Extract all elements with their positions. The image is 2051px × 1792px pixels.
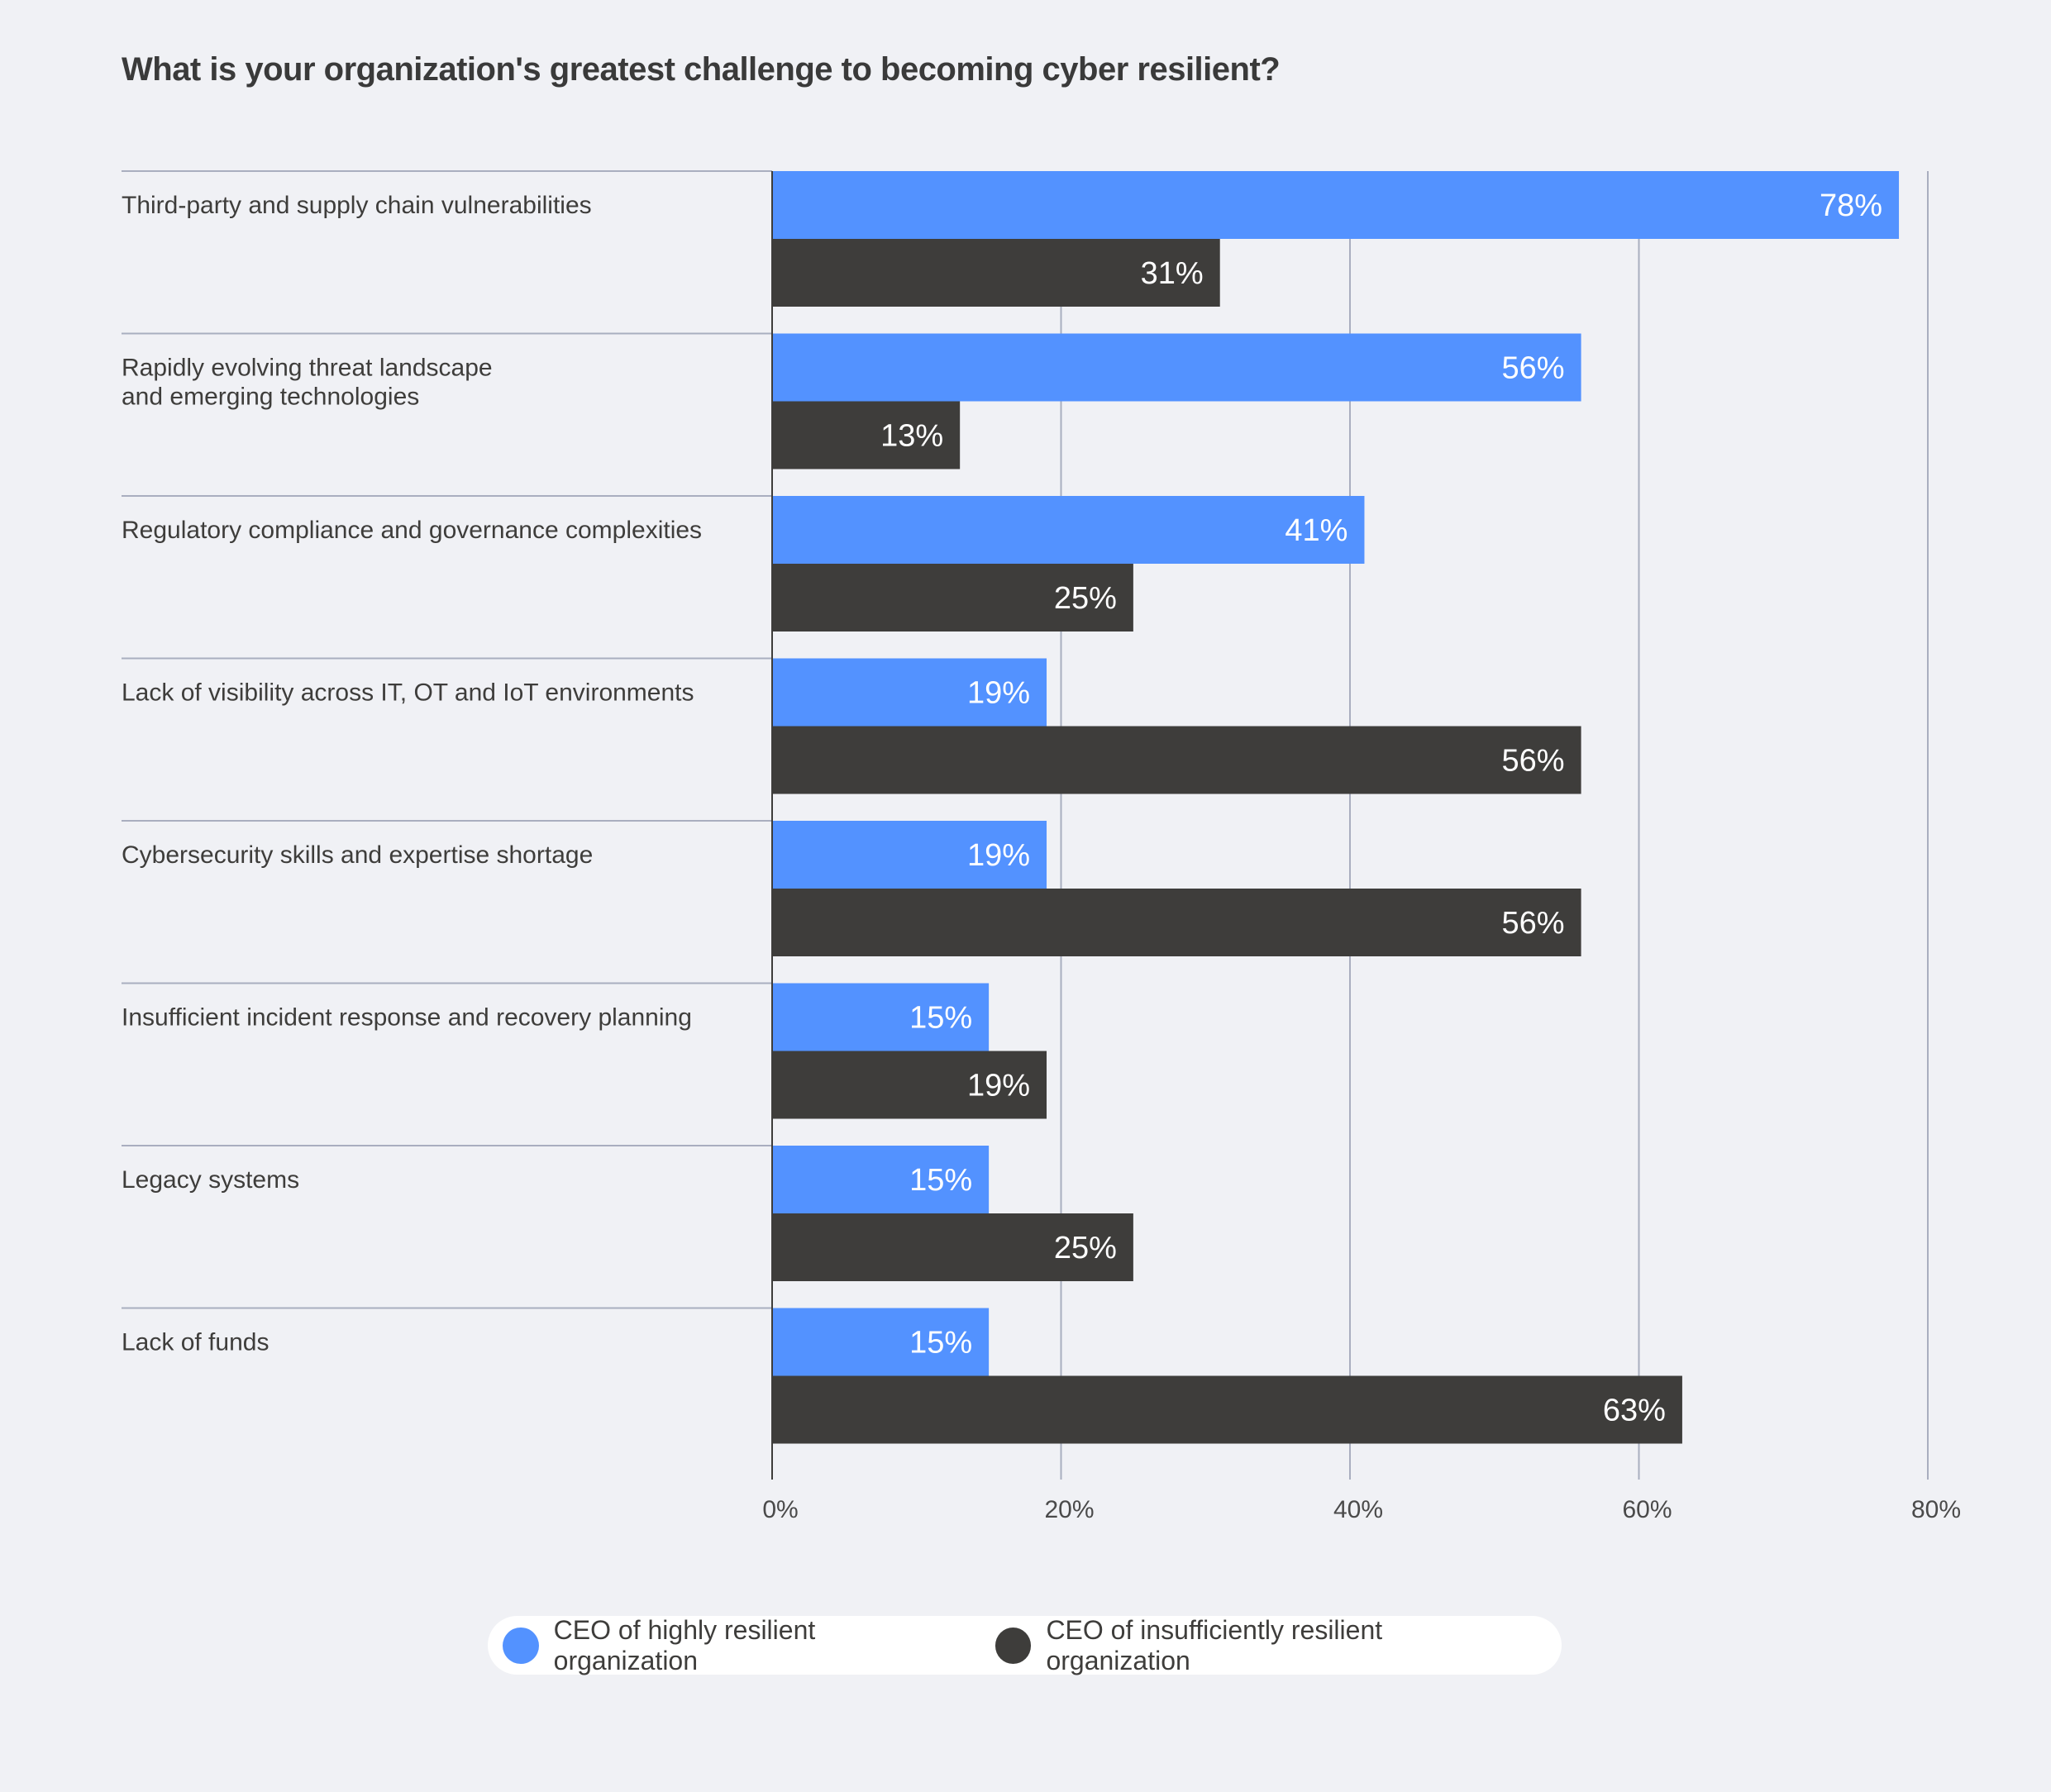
category-label: Regulatory compliance and governance com… xyxy=(122,517,702,544)
x-tick-label: 40% xyxy=(1333,1496,1383,1523)
bar-resilient xyxy=(772,333,1581,402)
data-label: 25% xyxy=(1054,1231,1117,1265)
x-tick-label: 20% xyxy=(1044,1496,1094,1523)
bar-insufficient xyxy=(772,239,1220,307)
category-label: Rapidly evolving threat landscape xyxy=(122,355,493,382)
legend-swatch-blue xyxy=(503,1627,539,1664)
bar-insufficient xyxy=(772,401,961,469)
bar-insufficient xyxy=(772,1375,1682,1444)
legend: CEO of highly resilient organization CEO… xyxy=(488,1614,1562,1676)
data-label: 78% xyxy=(1820,188,1882,223)
data-label: 13% xyxy=(880,419,943,454)
category-label: Lack of funds xyxy=(122,1329,269,1356)
data-label: 25% xyxy=(1054,581,1117,616)
data-label: 56% xyxy=(1502,351,1565,386)
legend-label: CEO of insufficiently resilient organiza… xyxy=(1046,1614,1383,1675)
category-label: and emerging technologies xyxy=(122,384,419,411)
data-label: 19% xyxy=(967,838,1030,873)
legend-item-resilient: CEO of highly resilient organization xyxy=(503,1615,964,1676)
data-label: 15% xyxy=(909,1326,972,1361)
bar-insufficient xyxy=(772,1213,1133,1281)
data-label: 15% xyxy=(909,1001,972,1036)
data-label: 31% xyxy=(1141,256,1204,291)
category-label: Lack of visibility across IT, OT and IoT… xyxy=(122,679,694,707)
x-tick-label: 60% xyxy=(1622,1496,1672,1523)
bar-resilient xyxy=(772,658,1047,727)
legend-swatch-dark xyxy=(994,1627,1032,1664)
category-label: Third-party and supply chain vulnerabili… xyxy=(122,192,592,219)
legend-item-insufficient: CEO of insufficiently resilient organiza… xyxy=(994,1614,1530,1676)
bar-insufficient xyxy=(772,726,1581,794)
data-label: 41% xyxy=(1285,513,1347,548)
category-label: Insufficient incident response and recov… xyxy=(122,1004,692,1032)
bar-resilient xyxy=(772,821,1047,889)
bar-insufficient xyxy=(772,1051,1047,1119)
data-label: 63% xyxy=(1603,1394,1666,1428)
bar-insufficient xyxy=(772,564,1133,631)
bar-resilient xyxy=(772,171,1900,239)
data-label: 19% xyxy=(967,1069,1030,1103)
bar-chart: 0% 20% 40% 60% 80% Third-party and supply cha… xyxy=(122,170,1961,1523)
data-label: 19% xyxy=(967,676,1030,711)
x-tick-label: 80% xyxy=(1911,1496,1961,1523)
bar-resilient xyxy=(772,1308,990,1376)
x-tick-label: 0% xyxy=(762,1496,798,1523)
legend-label: CEO of highly resilient organization xyxy=(553,1614,816,1675)
category-label: Cybersecurity skills and expertise short… xyxy=(122,841,593,869)
bar-resilient xyxy=(772,496,1365,564)
bar-resilient xyxy=(772,1146,990,1213)
bar-insufficient xyxy=(772,889,1581,956)
bar-resilient xyxy=(772,983,990,1051)
data-label: 56% xyxy=(1502,906,1565,941)
chart-title: What is your organization's greatest cha… xyxy=(122,51,1281,88)
data-label: 56% xyxy=(1502,744,1565,779)
data-label: 15% xyxy=(909,1163,972,1198)
category-label: Legacy systems xyxy=(122,1166,299,1194)
